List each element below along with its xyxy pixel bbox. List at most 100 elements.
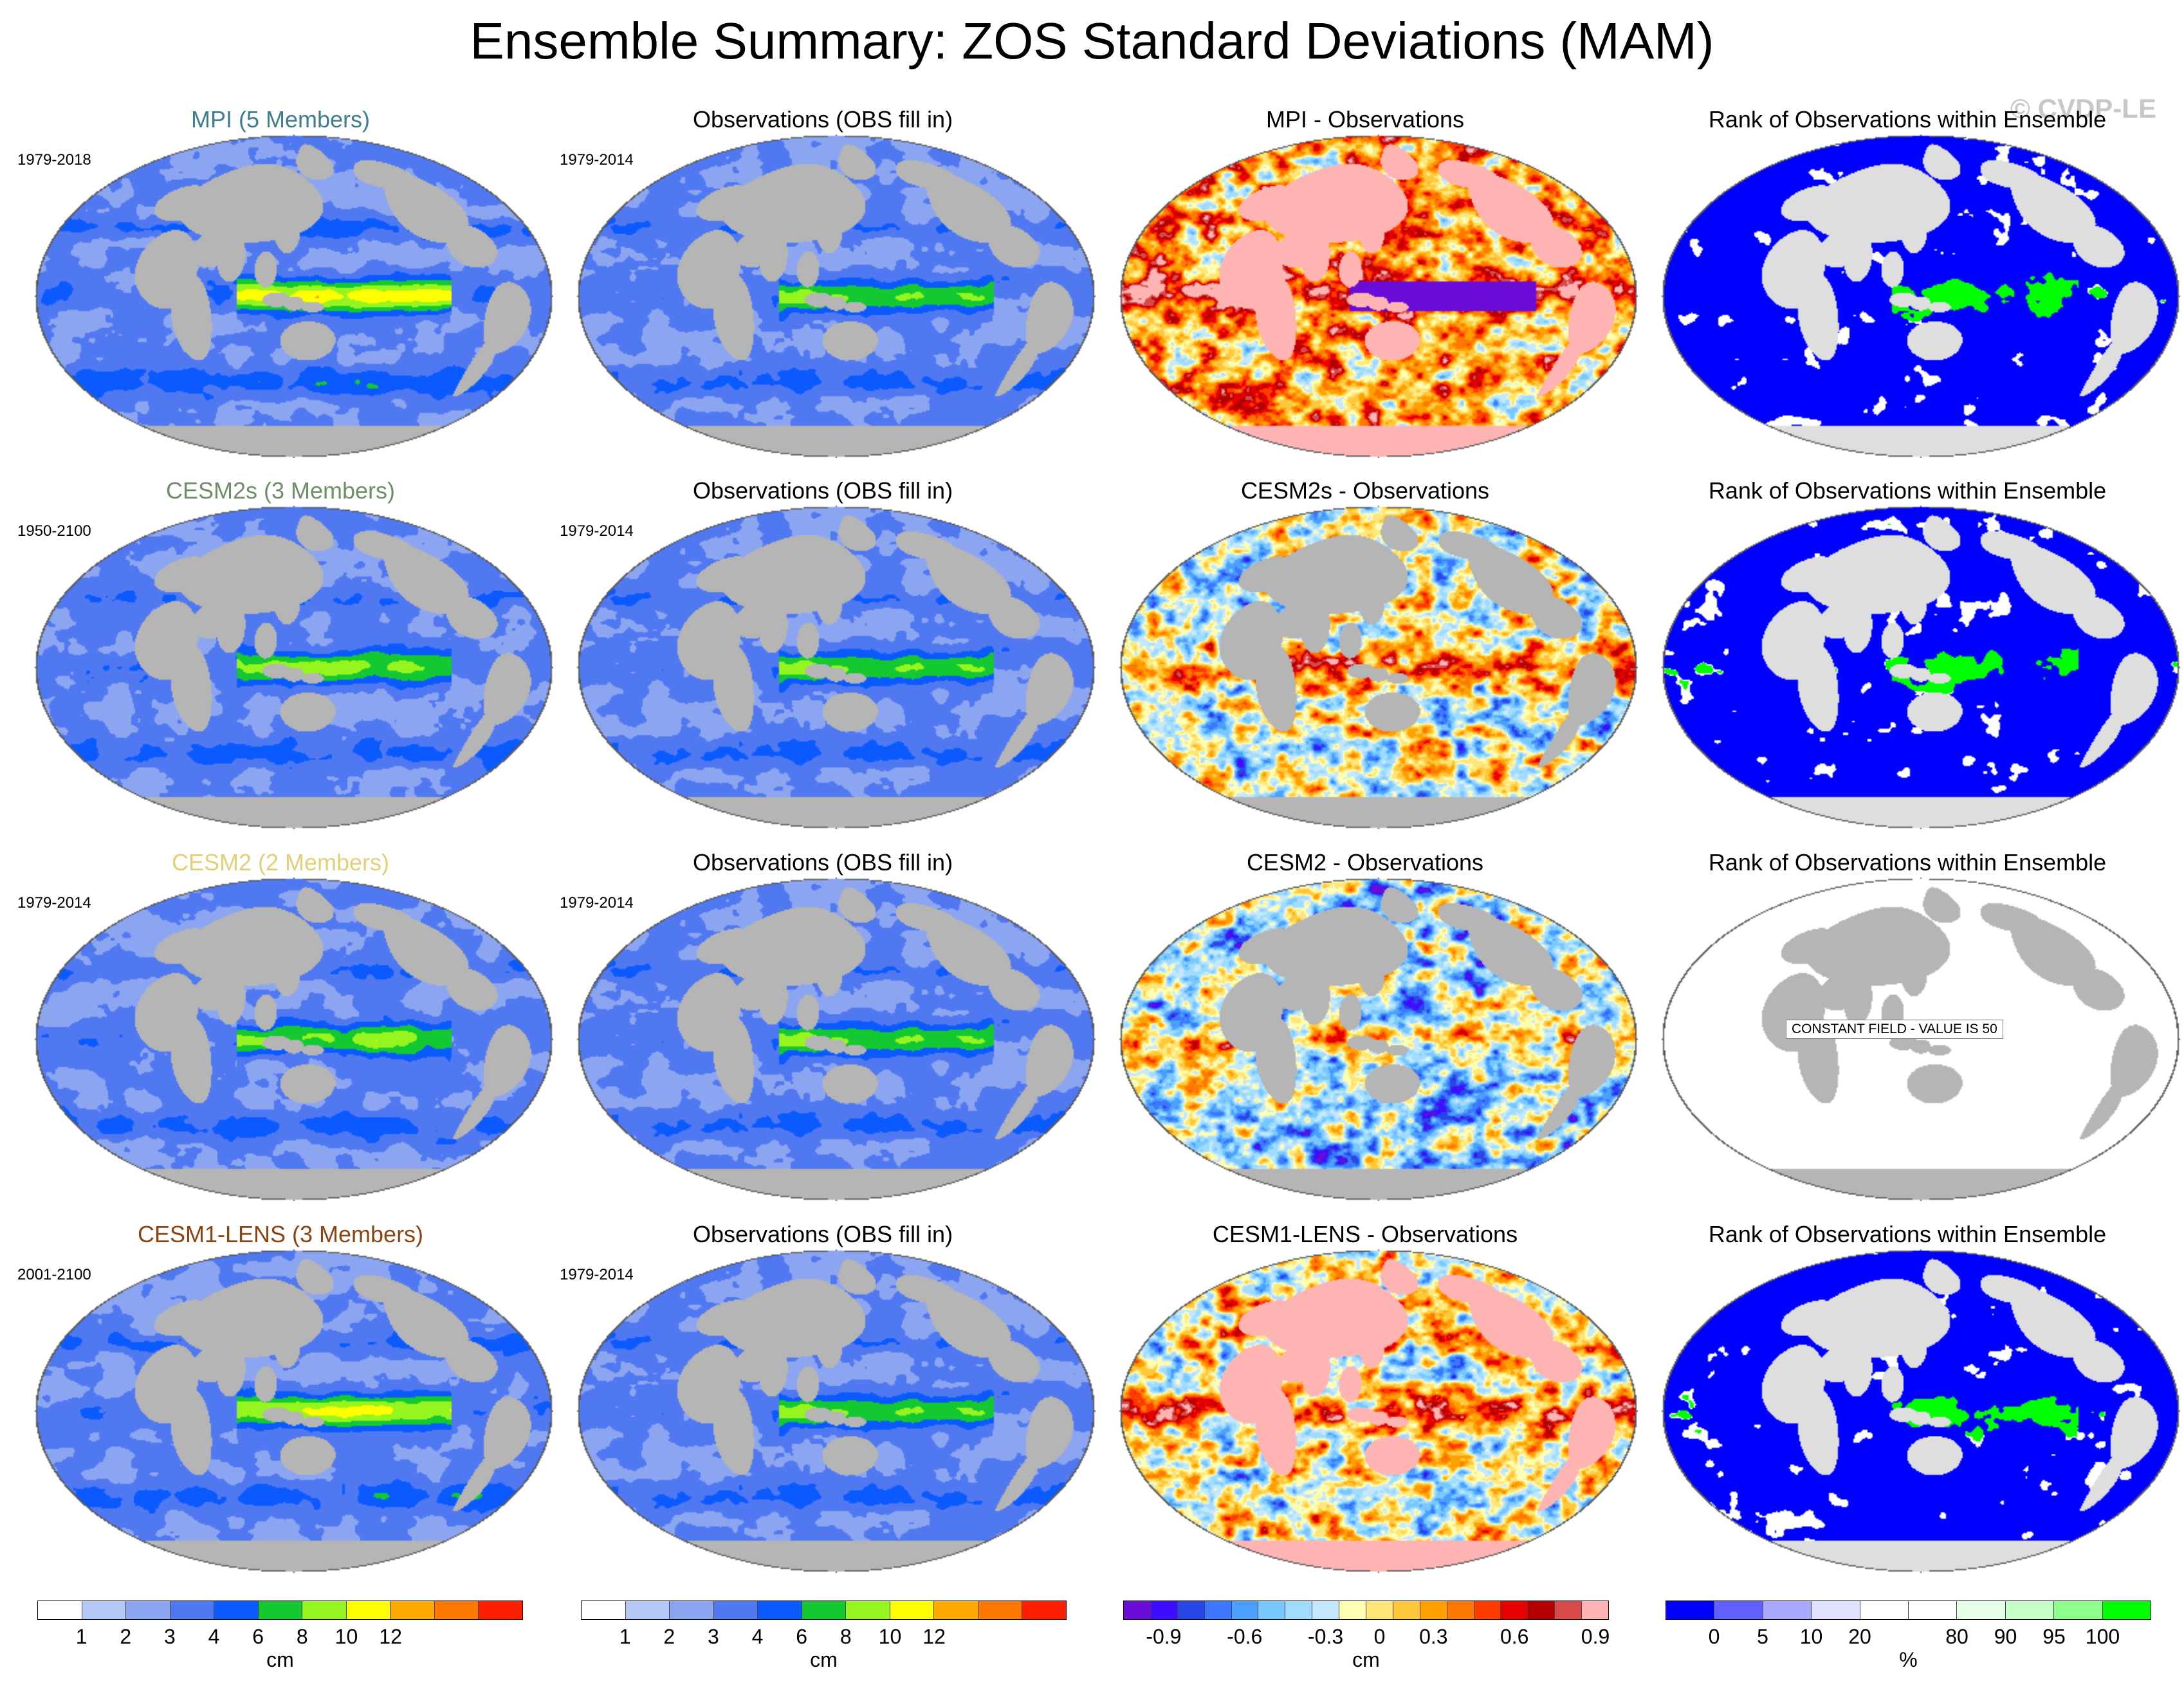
colorbar-swatch xyxy=(214,1601,259,1619)
colorbar-tick-label: 100 xyxy=(2085,1625,2120,1648)
panel-rank-3: Rank of Observations within Ensemble CONS… xyxy=(1635,836,2180,1208)
main-title: Ensemble Summary: ZOS Standard Deviation… xyxy=(470,12,1714,69)
panel-rank-2: Rank of Observations within Ensemble xyxy=(1635,464,2180,836)
colorbar-tick-label: 6 xyxy=(252,1625,264,1648)
colorbar-swatch xyxy=(1909,1601,1958,1619)
colorbar-unit: cm xyxy=(266,1648,294,1671)
panel-title: Observations (OBS fill in) xyxy=(692,849,953,876)
world-map xyxy=(33,133,553,458)
colorbar-swatch xyxy=(1258,1601,1286,1619)
colorbar-ticks: 1 2 3 4 6 8 10 12 xyxy=(37,1620,523,1651)
colorbar-swatch xyxy=(1124,1601,1151,1619)
colorbar-tick-label: 0.3 xyxy=(1419,1625,1448,1648)
colorbar-swatch xyxy=(625,1601,670,1619)
colorbar-ticks: 1 2 3 4 6 8 10 12 xyxy=(581,1620,1067,1651)
watermark: © CVDP-LE xyxy=(2010,93,2156,124)
colorbar-swatch xyxy=(1022,1601,1067,1619)
panel-obs-1: Observations (OBS fill in)1979-2014 xyxy=(550,93,1096,465)
panel-title: CESM2 - Observations xyxy=(1246,849,1484,876)
colorbar-tick-label: 0.6 xyxy=(1500,1625,1529,1648)
colorbar-tick-label: 3 xyxy=(708,1625,719,1648)
panel-title: MPI - Observations xyxy=(1265,106,1465,133)
panel-title: MPI (5 Members) xyxy=(190,106,371,133)
colorbar-swatch xyxy=(1812,1601,1860,1619)
colorbar-diff: -0.9 -0.6 -0.3 0 0.3 0.6 0.9 cm xyxy=(1123,1601,1610,1672)
colorbar-tick-label: 8 xyxy=(296,1625,308,1648)
colorbar-swatch xyxy=(1231,1601,1259,1619)
colorbar-swatch xyxy=(1666,1601,1715,1619)
colorbar-swatch xyxy=(582,1601,626,1619)
colorbar-tick-label: 12 xyxy=(379,1625,402,1648)
colorbar-tick-label: 2 xyxy=(120,1625,132,1648)
panel-obs-3: Observations (OBS fill in)1979-2014 xyxy=(550,836,1096,1208)
colorbar-swatch xyxy=(38,1601,82,1619)
colorbar-swatch xyxy=(390,1601,435,1619)
world-map xyxy=(1118,133,1638,458)
colorbar-swatch xyxy=(1204,1601,1232,1619)
colorbar-swatch xyxy=(934,1601,978,1619)
colorbar-swatch xyxy=(1555,1601,1583,1619)
colorbar-swatches xyxy=(581,1601,1067,1620)
colorbar-swatch xyxy=(1860,1601,1909,1619)
colorbar-swatch xyxy=(434,1601,479,1619)
world-map xyxy=(576,1248,1096,1573)
constant-field-label: CONSTANT FIELD - VALUE IS 50 xyxy=(1786,1020,2003,1039)
colorbar-tick-label: 0 xyxy=(1373,1625,1386,1648)
panel-title: CESM2s - Observations xyxy=(1240,477,1490,504)
panel-diff-4: CESM1-LENS - Observations xyxy=(1092,1208,1638,1580)
colorbar-tick-label: 8 xyxy=(840,1625,852,1648)
panel-title: CESM1-LENS (3 Members) xyxy=(137,1221,424,1247)
colorbar-tick-label: 4 xyxy=(751,1625,764,1648)
colorbar-swatch xyxy=(758,1601,802,1619)
world-map xyxy=(33,876,553,1201)
colorbar-tick-label: 10 xyxy=(1799,1625,1823,1648)
colorbar-swatch xyxy=(1582,1601,1609,1619)
colorbar-tick-label: -0.9 xyxy=(1146,1625,1182,1648)
colorbar-tick-label: 10 xyxy=(878,1625,902,1648)
colorbar-tick-label: 90 xyxy=(1994,1625,2017,1648)
panel-obs-4: Observations (OBS fill in)1979-2014 xyxy=(550,1208,1096,1580)
colorbar-swatch xyxy=(890,1601,935,1619)
colorbar-swatch xyxy=(1420,1601,1447,1619)
colorbar-std: 1 2 3 4 6 8 10 12 cm xyxy=(37,1601,523,1672)
world-map xyxy=(576,876,1096,1201)
colorbar-swatch xyxy=(302,1601,347,1619)
colorbar-tick-label: 12 xyxy=(922,1625,946,1648)
world-map xyxy=(1660,1248,2180,1573)
panel-ensemble-2: CESM2s (3 Members)1950-2100 xyxy=(8,464,553,836)
colorbar-tick-label: 10 xyxy=(335,1625,358,1648)
colorbar-unit: cm xyxy=(810,1648,838,1671)
colorbar-swatch xyxy=(1393,1601,1420,1619)
colorbar-swatch xyxy=(713,1601,758,1619)
colorbar-tick-label: 3 xyxy=(164,1625,176,1648)
colorbar-tick-label: -0.3 xyxy=(1308,1625,1344,1648)
colorbar-swatch xyxy=(2054,1601,2103,1619)
panel-title: Observations (OBS fill in) xyxy=(692,106,953,133)
colorbar-swatches xyxy=(1123,1601,1609,1620)
panel-title: CESM1-LENS - Observations xyxy=(1212,1221,1518,1247)
colorbar-swatch xyxy=(1339,1601,1367,1619)
colorbar-swatch xyxy=(1501,1601,1528,1619)
world-map xyxy=(1118,876,1638,1201)
colorbar-swatch xyxy=(1957,1601,2006,1619)
colorbar-ticks: -0.9 -0.6 -0.3 0 0.3 0.6 0.9 xyxy=(1123,1620,1610,1651)
colorbar-swatch xyxy=(1177,1601,1205,1619)
colorbar-swatch xyxy=(1285,1601,1313,1619)
panel-obs-2: Observations (OBS fill in)1979-2014 xyxy=(550,464,1096,836)
panel-ensemble-3: CESM2 (2 Members)1979-2014 xyxy=(8,836,553,1208)
colorbar-unit: cm xyxy=(1352,1648,1380,1671)
panel-rank-4: Rank of Observations within Ensemble xyxy=(1635,1208,2180,1580)
colorbar-swatch xyxy=(846,1601,890,1619)
panel-diff-1: MPI - Observations xyxy=(1092,93,1638,465)
colorbar-swatches xyxy=(37,1601,523,1620)
colorbar-swatch xyxy=(1312,1601,1340,1619)
colorbar-tick-label: -0.6 xyxy=(1227,1625,1263,1648)
colorbar-swatch xyxy=(82,1601,127,1619)
colorbar-swatch xyxy=(170,1601,215,1619)
world-map xyxy=(576,504,1096,829)
colorbar-ticks: 0 5 10 20 80 90 95 100 xyxy=(1666,1620,2151,1651)
colorbar-swatch xyxy=(346,1601,391,1619)
colorbar-tick-label: 20 xyxy=(1848,1625,1871,1648)
colorbar-unit: % xyxy=(1899,1648,1918,1671)
colorbar-swatch xyxy=(1366,1601,1393,1619)
